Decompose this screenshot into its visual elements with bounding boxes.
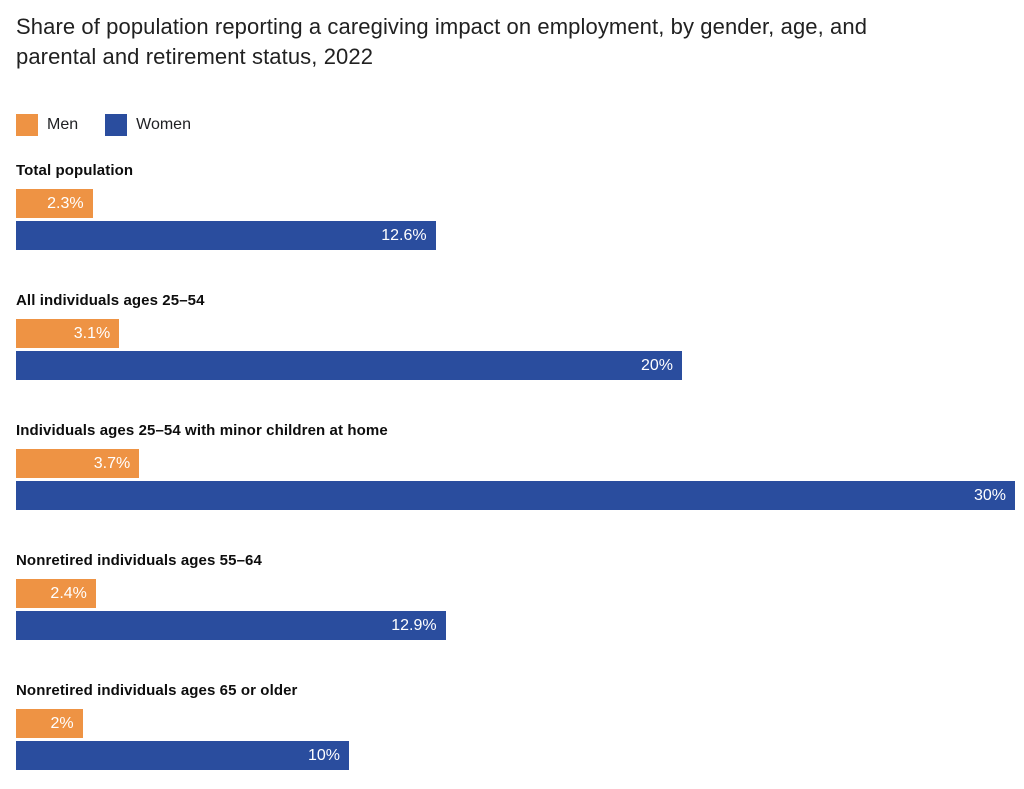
category-group: Total population 2.3% 12.6% bbox=[16, 162, 1015, 250]
legend-item-men: Men bbox=[16, 114, 78, 136]
legend: Men Women bbox=[16, 114, 1015, 136]
men-bar-value: 3.7% bbox=[93, 454, 131, 472]
men-bar-value: 3.1% bbox=[73, 324, 111, 342]
women-bar: 30% bbox=[16, 481, 1015, 510]
women-bar-value: 30% bbox=[973, 486, 1006, 504]
women-swatch-icon bbox=[105, 114, 128, 136]
chart-title-line-1: Share of population reporting a caregivi… bbox=[16, 14, 868, 39]
category-label: Nonretired individuals ages 55–64 bbox=[16, 552, 262, 569]
women-bar-value: 12.6% bbox=[381, 226, 427, 244]
bar-chart: Total population 2.3% 12.6% All individuals… bbox=[16, 162, 1015, 770]
legend-label-women: Women bbox=[136, 116, 191, 133]
men-bar: 2% bbox=[16, 709, 83, 738]
men-bar: 3.7% bbox=[16, 449, 140, 478]
men-bar-value: 2.3% bbox=[47, 194, 84, 212]
men-bar-value: 2% bbox=[50, 714, 74, 732]
women-bar: 20% bbox=[16, 351, 682, 380]
women-bar: 10% bbox=[16, 741, 349, 770]
legend-label-men: Men bbox=[47, 116, 79, 133]
category-label: Individuals ages 25–54 with minor childr… bbox=[16, 422, 388, 439]
chart-title: Share of population reporting a caregivi… bbox=[16, 12, 1015, 72]
category-label: Total population bbox=[16, 162, 134, 179]
women-bar-value: 12.9% bbox=[391, 616, 437, 634]
men-bar-value: 2.4% bbox=[50, 584, 87, 602]
legend-item-women: Women bbox=[105, 114, 191, 136]
men-swatch-icon bbox=[16, 114, 38, 136]
men-bar: 3.1% bbox=[16, 319, 120, 348]
category-group: Nonretired individuals ages 55–64 2.4% 12.… bbox=[16, 552, 1015, 640]
category-group: Individuals ages 25–54 with minor childr… bbox=[16, 422, 1015, 510]
women-bar: 12.6% bbox=[16, 221, 436, 250]
category-label: All individuals ages 25–54 bbox=[16, 292, 205, 309]
women-bar-value: 20% bbox=[640, 356, 673, 374]
men-bar: 2.3% bbox=[16, 189, 93, 218]
men-bar: 2.4% bbox=[16, 579, 96, 608]
category-label: Nonretired individuals ages 65 or older bbox=[16, 682, 298, 699]
chart-title-line-2: parental and retirement status, 2022 bbox=[16, 44, 374, 69]
category-group: All individuals ages 25–54 3.1% 20% bbox=[16, 292, 1015, 380]
women-bar-value: 10% bbox=[307, 746, 340, 764]
women-bar: 12.9% bbox=[16, 611, 446, 640]
category-group: Nonretired individuals ages 65 or older 2… bbox=[16, 682, 1015, 770]
